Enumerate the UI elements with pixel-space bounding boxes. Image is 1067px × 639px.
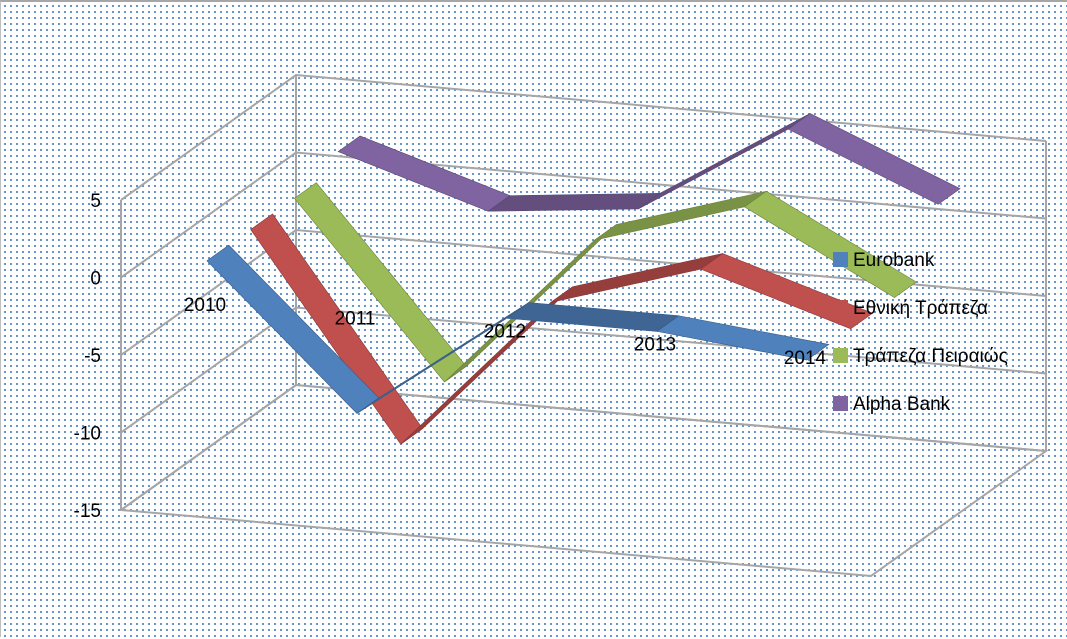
line-segment [487, 192, 662, 212]
legend-swatch [833, 396, 848, 411]
legend-swatch [833, 300, 848, 315]
line-segment [700, 253, 874, 330]
gridlines [118, 73, 1049, 578]
line-segment [356, 302, 529, 414]
line-segment [743, 190, 917, 298]
line-segment [787, 113, 961, 205]
x-tick-label: 2012 [484, 322, 526, 343]
legend-swatch [833, 252, 848, 267]
series-ribbon [250, 213, 874, 445]
y-axis-ticks: 5 0 -5 -10 -15 [74, 191, 101, 522]
legend-label: Τράπεζα Πειραιώς [853, 346, 1008, 367]
y-tick-label: -5 [84, 346, 101, 367]
series-ribbon [294, 182, 917, 383]
y-tick-label: -15 [74, 501, 101, 522]
line-segment [656, 315, 830, 361]
legend-label: Alpha Bank [853, 394, 951, 415]
y-tick-label: 5 [90, 191, 101, 212]
x-axis-ticks: 2010 2011 2012 2013 2014 [184, 295, 827, 369]
legend-label: Εθνική Τράπεζα [853, 298, 988, 319]
x-tick-label: 2013 [634, 335, 676, 356]
series-ribbons [206, 113, 961, 445]
legend-swatch [833, 348, 848, 363]
y-tick-label: -10 [74, 424, 101, 445]
legend: Eurobank Εθνική Τράπεζα Τράπεζα Πειραιώς Al… [833, 250, 1008, 415]
legend-label: Eurobank [853, 250, 935, 271]
series-ribbon [337, 113, 961, 212]
line-segment [506, 302, 680, 332]
x-tick-label: 2014 [784, 348, 827, 369]
line-segment [337, 135, 511, 212]
y-tick-label: 0 [90, 269, 101, 290]
x-tick-label: 2011 [335, 308, 376, 329]
series-ribbon [206, 244, 830, 414]
x-tick-label: 2010 [184, 295, 226, 316]
